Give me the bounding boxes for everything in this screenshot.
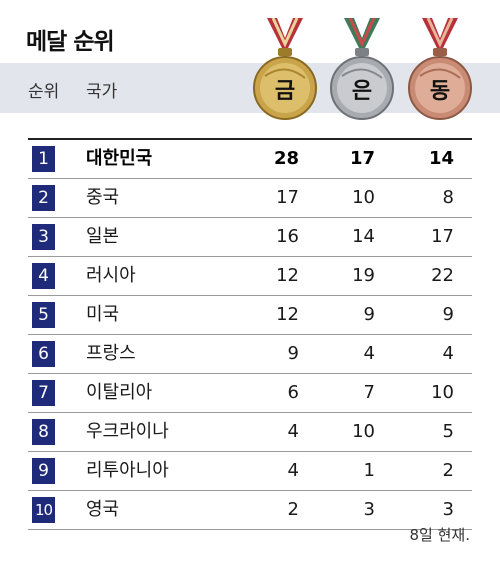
country-name: 러시아 (86, 265, 136, 286)
table-top-rule (28, 138, 472, 140)
gold-count: 17 (276, 187, 299, 208)
rank-badge: 2 (32, 185, 55, 211)
country-name: 영국 (86, 499, 120, 520)
page-title: 메달 순위 (26, 29, 115, 55)
gold-count: 4 (287, 460, 299, 481)
bronze-count: 17 (431, 226, 454, 247)
country-name: 리투아니아 (86, 460, 169, 481)
silver-count: 19 (352, 265, 375, 286)
gold-count: 6 (287, 382, 299, 403)
bronze-count: 2 (442, 460, 454, 481)
rank-badge: 1 (32, 146, 55, 172)
bronze-count: 5 (442, 421, 454, 442)
table-row: 6 프랑스 9 4 4 (28, 335, 472, 374)
country-name: 프랑스 (86, 343, 136, 364)
table-row: 1 대한민국 28 17 14 (28, 140, 472, 179)
bronze-count: 22 (431, 265, 454, 286)
country-name: 중국 (86, 187, 120, 208)
silver-count: 17 (349, 148, 375, 169)
rank-column-header: 순위 (28, 82, 60, 102)
bronze-count: 10 (431, 382, 454, 403)
bronze-count: 9 (442, 304, 454, 325)
table-row: 10 영국 2 3 3 (28, 491, 472, 530)
rank-badge: 9 (32, 458, 55, 484)
bronze-count: 14 (428, 148, 454, 169)
table-row: 9 리투아니아 4 1 2 (28, 452, 472, 491)
country-name: 미국 (86, 304, 120, 325)
bronze-column-header: 동 (429, 79, 451, 104)
gold-count: 16 (276, 226, 299, 247)
gold-column-header: 금 (274, 79, 296, 104)
rank-badge: 10 (32, 497, 55, 523)
rank-badge: 5 (32, 302, 55, 328)
country-column-header: 국가 (86, 82, 118, 102)
silver-count: 10 (352, 421, 375, 442)
rank-badge: 8 (32, 419, 55, 445)
silver-medal-icon: 은 (330, 18, 394, 126)
gold-medal-icon: 금 (253, 18, 317, 126)
silver-count: 3 (363, 499, 375, 520)
table-row: 5 미국 12 9 9 (28, 296, 472, 335)
rank-badge: 7 (32, 380, 55, 406)
as-of-date-note: 8일 현재. (409, 526, 470, 544)
country-name: 대한민국 (86, 148, 153, 169)
table-row: 2 중국 17 10 8 (28, 179, 472, 218)
bronze-count: 8 (442, 187, 454, 208)
gold-count: 12 (276, 304, 299, 325)
gold-count: 12 (276, 265, 299, 286)
bronze-medal-icon: 동 (408, 18, 472, 126)
silver-count: 10 (352, 187, 375, 208)
table-row: 7 이탈리아 6 7 10 (28, 374, 472, 413)
gold-count: 9 (287, 343, 299, 364)
country-name: 일본 (86, 226, 120, 247)
silver-count: 14 (352, 226, 375, 247)
country-name: 이탈리아 (86, 382, 153, 403)
gold-count: 2 (287, 499, 299, 520)
table-row: 8 우크라이나 4 10 5 (28, 413, 472, 452)
country-name: 우크라이나 (86, 421, 169, 442)
rank-badge: 6 (32, 341, 55, 367)
gold-count: 4 (287, 421, 299, 442)
silver-column-header: 은 (351, 79, 373, 104)
table-row: 3 일본 16 14 17 (28, 218, 472, 257)
medal-table: 1 대한민국 28 17 14 2 중국 17 10 8 3 일본 16 14 … (0, 140, 500, 530)
rank-badge: 4 (32, 263, 55, 289)
gold-count: 28 (273, 148, 299, 169)
bronze-count: 4 (442, 343, 454, 364)
silver-count: 9 (363, 304, 375, 325)
table-row: 4 러시아 12 19 22 (28, 257, 472, 296)
rank-badge: 3 (32, 224, 55, 250)
bronze-count: 3 (442, 499, 454, 520)
silver-count: 4 (363, 343, 375, 364)
silver-count: 1 (363, 460, 375, 481)
silver-count: 7 (363, 382, 375, 403)
